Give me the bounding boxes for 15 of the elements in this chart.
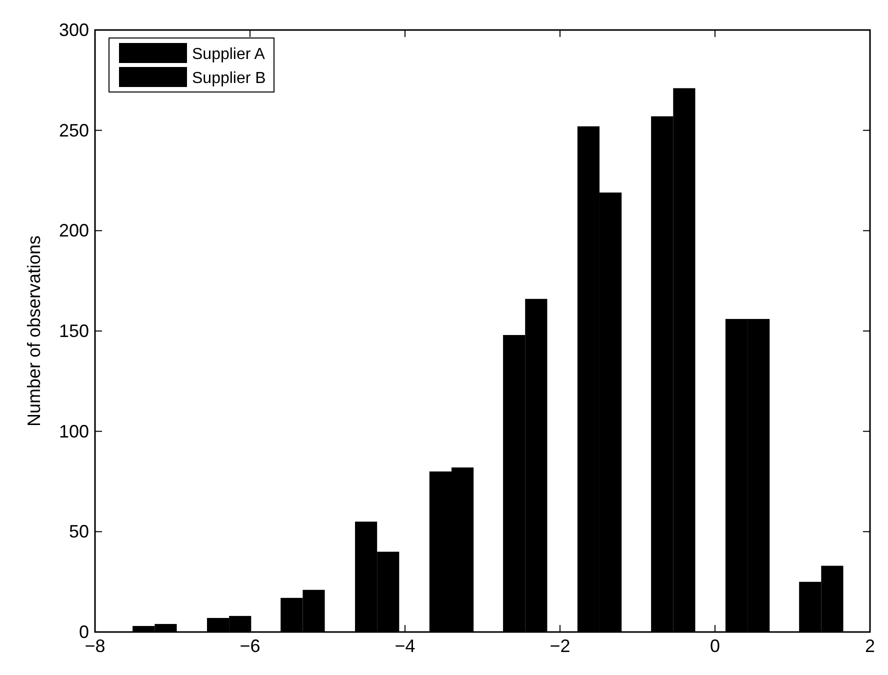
y-tick-label: 200 [58, 220, 89, 241]
x-tick-label: −4 [394, 636, 416, 656]
y-tick-label: 300 [58, 20, 89, 40]
y-axis-title: Number of observations [24, 235, 44, 427]
x-tick-label: −6 [240, 636, 260, 656]
legend-label: Supplier A [192, 46, 266, 63]
y-tick-label: 50 [68, 522, 89, 542]
x-tick-label: −2 [550, 636, 570, 656]
x-tick-label: 0 [710, 636, 720, 656]
x-tick-label: 2 [864, 636, 876, 656]
y-tick-label: 0 [78, 622, 89, 642]
y-tick-label: 100 [58, 421, 89, 442]
y-tick-label: 250 [58, 120, 89, 140]
legend-label: Supplier B [192, 70, 266, 87]
y-tick-label: 150 [58, 321, 89, 341]
